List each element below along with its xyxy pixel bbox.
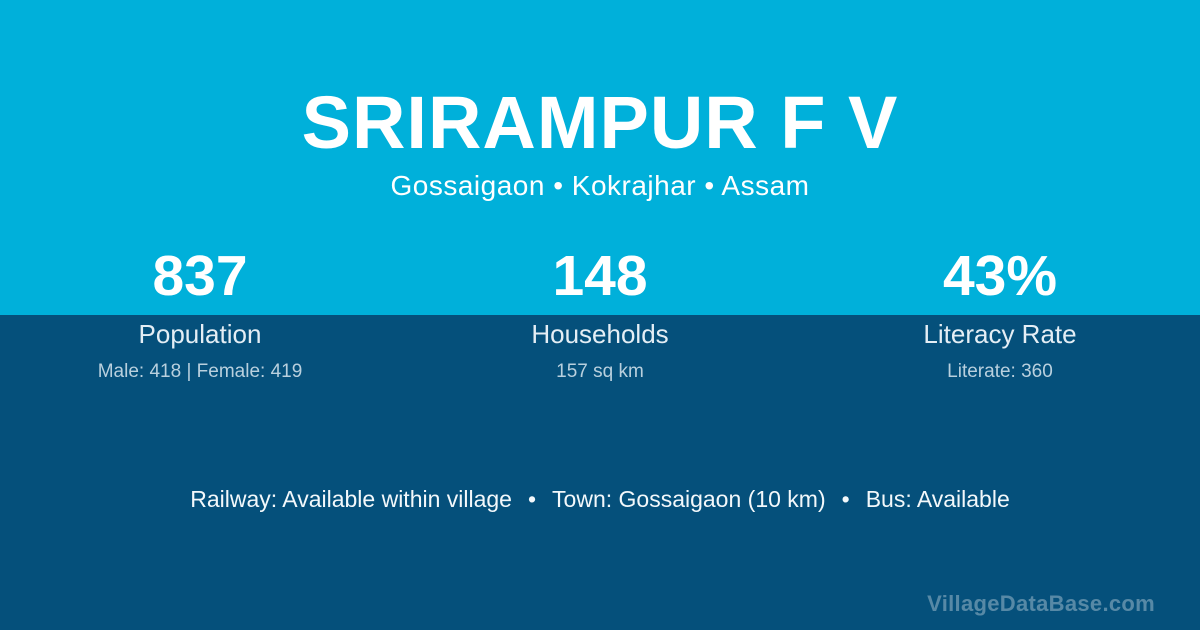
stat-column-households: 148 Households 157 sq km — [400, 240, 800, 383]
bus-info: Bus: Available — [865, 486, 1010, 512]
town-info: Town: Gossaigaon (10 km) — [552, 486, 826, 512]
population-value: 837 — [152, 244, 248, 308]
stat-column-literacy: 43% Literacy Rate Literate: 360 — [800, 240, 1200, 383]
literacy-detail: Literate: 360 — [947, 361, 1053, 382]
transport-info: Railway: Available within village • Town: … — [0, 486, 1200, 513]
top-background — [0, 0, 1200, 315]
bullet-separator: • — [527, 486, 537, 512]
stat-column-population: 837 Population Male: 418 | Female: 419 — [0, 240, 400, 383]
header: SRIRAMPUR F V Gossaigaon • Kokrajhar • A… — [0, 0, 1200, 202]
literacy-value: 43% — [942, 244, 1058, 308]
bottom-background — [0, 315, 1200, 630]
households-label: Households — [531, 319, 669, 349]
page-title: SRIRAMPUR F V — [301, 81, 899, 164]
watermark: VillageDataBase.com — [927, 591, 1155, 616]
page-subtitle: Gossaigaon • Kokrajhar • Assam — [390, 170, 810, 201]
stats-row: 837 Population Male: 418 | Female: 419 1… — [0, 240, 1200, 383]
railway-info: Railway: Available within village — [190, 486, 512, 512]
bullet-separator: • — [841, 486, 850, 512]
households-detail: 157 sq km — [556, 361, 644, 382]
population-detail: Male: 418 | Female: 419 — [97, 361, 303, 382]
population-label: Population — [138, 319, 262, 349]
households-value: 148 — [552, 244, 648, 308]
literacy-label: Literacy Rate — [923, 319, 1077, 349]
